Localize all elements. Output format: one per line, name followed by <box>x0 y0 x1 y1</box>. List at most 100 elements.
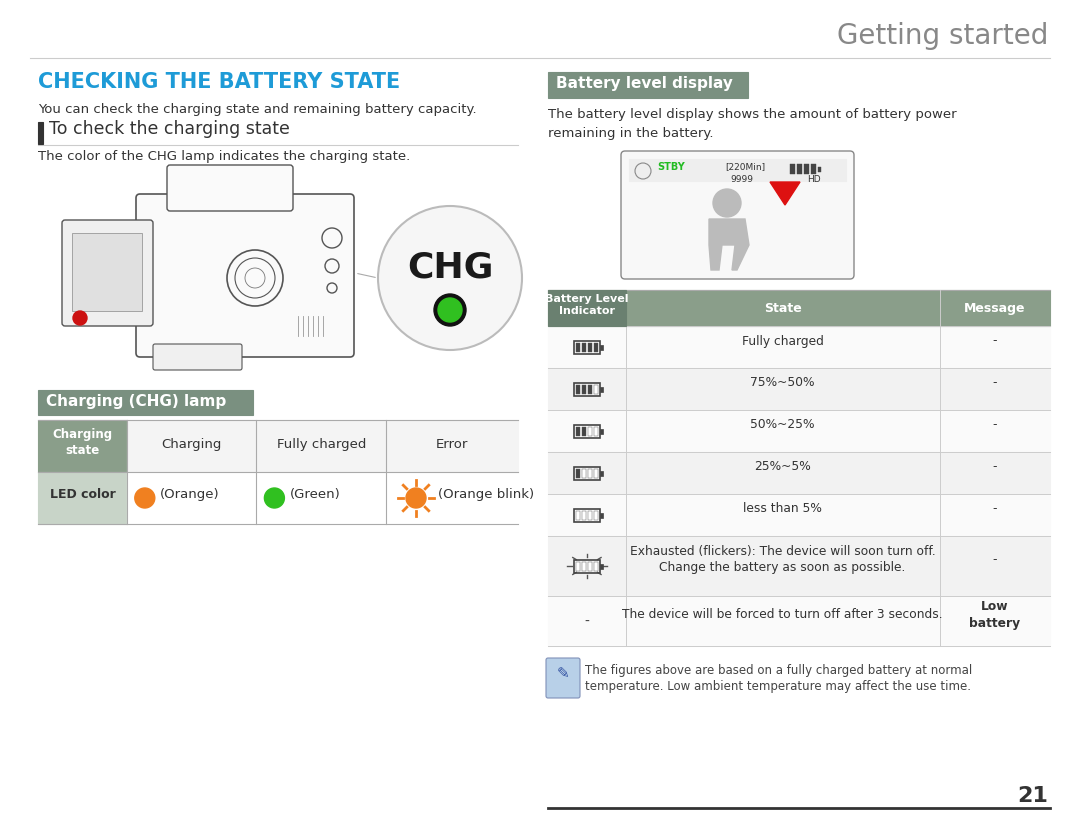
Bar <box>126 472 518 524</box>
Bar <box>599 563 603 568</box>
Circle shape <box>713 189 741 217</box>
Text: -: - <box>993 418 997 431</box>
Bar <box>594 384 598 394</box>
Bar <box>38 472 126 524</box>
Text: CHG: CHG <box>407 250 494 284</box>
Bar <box>594 511 598 520</box>
Text: -: - <box>993 460 997 474</box>
Bar <box>126 420 518 472</box>
Text: You can check the charging state and remaining battery capacity.: You can check the charging state and rem… <box>38 103 476 116</box>
FancyBboxPatch shape <box>546 658 580 698</box>
Bar <box>582 562 586 571</box>
Bar <box>599 470 603 475</box>
Bar <box>576 427 580 436</box>
Text: 25%~5%: 25%~5% <box>754 460 811 474</box>
Bar <box>573 425 599 437</box>
Bar <box>38 390 253 415</box>
Text: 21: 21 <box>1017 786 1048 806</box>
Bar <box>588 511 592 520</box>
Circle shape <box>265 488 284 508</box>
Bar <box>548 290 625 326</box>
Bar <box>38 122 43 144</box>
Circle shape <box>434 294 465 326</box>
Bar <box>804 164 809 174</box>
FancyBboxPatch shape <box>153 344 242 370</box>
Bar <box>811 164 816 174</box>
Bar <box>594 562 598 571</box>
Text: (Orange blink): (Orange blink) <box>438 488 535 501</box>
Circle shape <box>406 488 426 508</box>
FancyBboxPatch shape <box>621 151 854 279</box>
Text: [220Min]: [220Min] <box>725 162 765 171</box>
Bar <box>594 427 598 436</box>
FancyBboxPatch shape <box>62 220 153 326</box>
Text: HD: HD <box>807 175 821 184</box>
Text: (Green): (Green) <box>289 488 340 501</box>
Bar <box>588 562 592 571</box>
Text: The battery level display shows the amount of battery power: The battery level display shows the amou… <box>548 108 957 121</box>
Bar <box>582 427 586 436</box>
Bar <box>548 410 1050 452</box>
Text: -: - <box>584 615 590 629</box>
Text: State: State <box>764 302 801 315</box>
Text: Charging (CHG) lamp: Charging (CHG) lamp <box>46 394 226 409</box>
Bar <box>599 345 603 350</box>
Bar <box>582 342 586 351</box>
Bar <box>573 508 599 521</box>
Text: -: - <box>993 554 997 567</box>
Bar <box>548 368 1050 410</box>
Text: Message: Message <box>964 302 1026 315</box>
Circle shape <box>378 206 522 350</box>
Bar <box>818 167 821 172</box>
Bar <box>594 469 598 478</box>
Text: Exhausted (flickers): The device will soon turn off.
Change the battery as soon : Exhausted (flickers): The device will so… <box>630 545 935 574</box>
Bar <box>629 159 846 181</box>
Text: LED color: LED color <box>50 488 116 501</box>
Bar <box>573 341 599 353</box>
Circle shape <box>135 488 154 508</box>
Bar <box>582 469 586 478</box>
Bar <box>588 427 592 436</box>
Text: remaining in the battery.: remaining in the battery. <box>548 127 714 140</box>
Text: Error: Error <box>436 438 469 451</box>
FancyBboxPatch shape <box>167 165 293 211</box>
Text: 9999: 9999 <box>730 175 753 184</box>
Bar <box>548 536 1050 596</box>
Text: Battery Level
Indicator: Battery Level Indicator <box>545 294 629 317</box>
Bar <box>599 512 603 517</box>
Bar <box>789 164 795 174</box>
Text: The device will be forced to turn off after 3 seconds.: The device will be forced to turn off af… <box>622 609 943 621</box>
Text: Low
battery: Low battery <box>969 601 1021 629</box>
Bar <box>599 386 603 392</box>
Bar <box>576 384 580 394</box>
Bar <box>576 342 580 351</box>
Text: 50%~25%: 50%~25% <box>751 418 815 431</box>
Text: -: - <box>993 334 997 347</box>
Text: Charging
state: Charging state <box>52 428 112 457</box>
Bar <box>582 511 586 520</box>
Text: -: - <box>993 376 997 389</box>
Bar <box>582 384 586 394</box>
Bar <box>548 290 1050 326</box>
Bar <box>576 562 580 571</box>
Bar <box>548 72 748 98</box>
Bar <box>573 559 599 573</box>
Text: STBY: STBY <box>657 162 685 172</box>
FancyBboxPatch shape <box>136 194 354 357</box>
Bar <box>573 383 599 395</box>
Polygon shape <box>770 182 800 205</box>
Bar <box>588 469 592 478</box>
Text: To check the charging state: To check the charging state <box>49 120 289 138</box>
Bar <box>599 428 603 433</box>
Bar <box>573 466 599 479</box>
Bar <box>588 384 592 394</box>
Bar <box>548 326 1050 368</box>
Text: The color of the CHG lamp indicates the charging state.: The color of the CHG lamp indicates the … <box>38 150 410 163</box>
Text: -: - <box>993 502 997 516</box>
Polygon shape <box>708 219 750 270</box>
Bar <box>548 494 1050 536</box>
Text: The figures above are based on a fully charged battery at normal
temperature. Lo: The figures above are based on a fully c… <box>585 664 972 693</box>
Text: CHECKING THE BATTERY STATE: CHECKING THE BATTERY STATE <box>38 72 401 92</box>
Bar <box>548 452 1050 494</box>
Bar <box>594 342 598 351</box>
